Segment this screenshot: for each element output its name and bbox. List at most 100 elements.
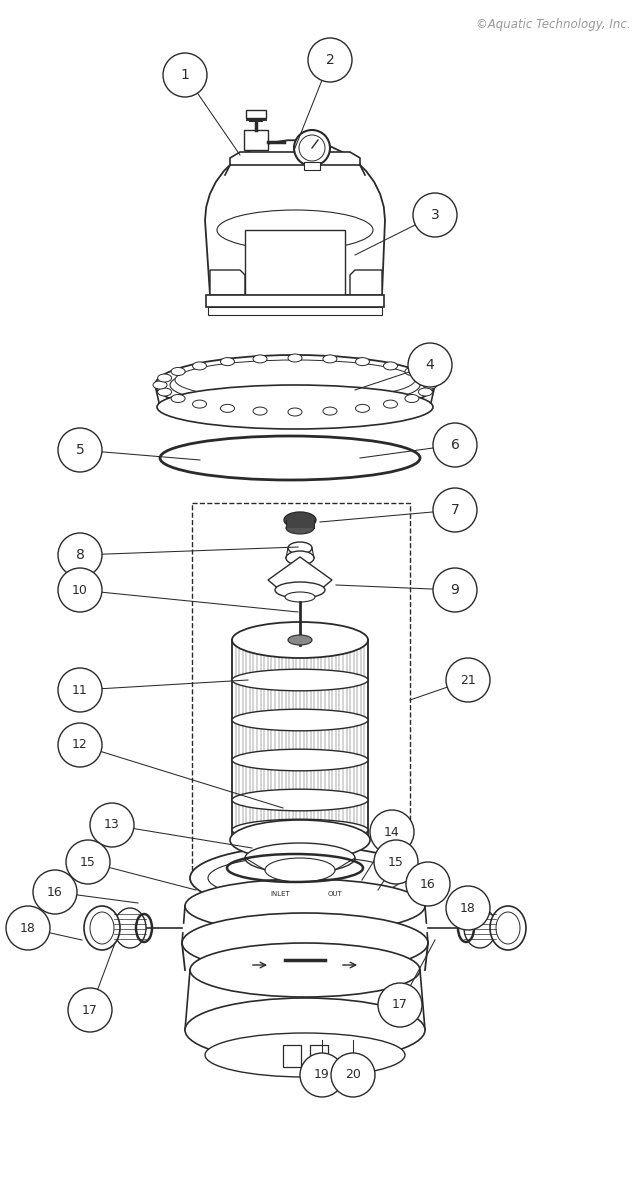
Circle shape — [33, 870, 77, 914]
Bar — [286, 520, 314, 528]
Ellipse shape — [232, 822, 368, 858]
Text: 6: 6 — [451, 438, 460, 452]
Ellipse shape — [221, 404, 235, 413]
Circle shape — [58, 568, 102, 612]
Ellipse shape — [208, 856, 402, 900]
Circle shape — [6, 906, 50, 950]
Text: 4: 4 — [426, 358, 435, 372]
Circle shape — [413, 193, 457, 236]
Ellipse shape — [423, 382, 437, 389]
Text: 14: 14 — [384, 826, 400, 839]
Text: 3: 3 — [431, 208, 439, 222]
Ellipse shape — [157, 385, 433, 428]
Bar — [246, 110, 266, 118]
Circle shape — [58, 533, 102, 577]
Ellipse shape — [232, 749, 368, 770]
Ellipse shape — [383, 400, 397, 408]
Ellipse shape — [288, 408, 302, 416]
Ellipse shape — [383, 362, 397, 370]
Text: 5: 5 — [76, 443, 85, 457]
Ellipse shape — [153, 382, 167, 389]
Circle shape — [294, 130, 330, 166]
Text: 2: 2 — [326, 53, 335, 67]
Ellipse shape — [288, 354, 302, 362]
Ellipse shape — [205, 1033, 405, 1078]
Bar — [245, 230, 345, 295]
Ellipse shape — [230, 820, 370, 860]
Circle shape — [374, 840, 418, 884]
Ellipse shape — [232, 622, 368, 658]
Ellipse shape — [323, 355, 337, 362]
Circle shape — [331, 1054, 375, 1097]
Text: 21: 21 — [460, 673, 476, 686]
Text: 16: 16 — [420, 877, 436, 890]
Ellipse shape — [185, 998, 425, 1062]
Circle shape — [378, 983, 422, 1027]
Circle shape — [406, 862, 450, 906]
Circle shape — [446, 886, 490, 930]
Text: 12: 12 — [72, 738, 88, 751]
Ellipse shape — [286, 522, 314, 534]
Ellipse shape — [171, 395, 185, 402]
Ellipse shape — [158, 388, 172, 396]
Ellipse shape — [245, 842, 355, 874]
Text: 18: 18 — [460, 901, 476, 914]
Ellipse shape — [232, 709, 368, 731]
Ellipse shape — [286, 551, 314, 565]
Polygon shape — [210, 270, 245, 295]
Circle shape — [299, 134, 325, 161]
Bar — [208, 307, 382, 314]
Ellipse shape — [155, 355, 435, 415]
Text: 16: 16 — [47, 886, 63, 899]
Text: 20: 20 — [345, 1068, 361, 1081]
Bar — [283, 1045, 301, 1067]
Ellipse shape — [114, 908, 146, 948]
Circle shape — [68, 988, 112, 1032]
Text: 8: 8 — [76, 548, 85, 562]
Ellipse shape — [284, 512, 316, 528]
Ellipse shape — [232, 820, 368, 841]
Polygon shape — [230, 152, 360, 164]
Ellipse shape — [192, 400, 206, 408]
Ellipse shape — [419, 388, 433, 396]
Text: 11: 11 — [72, 684, 88, 696]
Ellipse shape — [221, 358, 235, 366]
Circle shape — [90, 803, 134, 847]
Ellipse shape — [323, 407, 337, 415]
Bar — [244, 130, 268, 150]
Polygon shape — [268, 557, 332, 590]
Ellipse shape — [84, 906, 120, 950]
Ellipse shape — [405, 395, 419, 402]
Ellipse shape — [90, 912, 114, 944]
Ellipse shape — [158, 374, 172, 382]
Circle shape — [433, 568, 477, 612]
Ellipse shape — [185, 878, 425, 934]
Circle shape — [58, 428, 102, 472]
Text: 1: 1 — [181, 68, 190, 82]
Circle shape — [446, 658, 490, 702]
Text: INLET: INLET — [270, 890, 290, 898]
Ellipse shape — [175, 360, 415, 400]
Ellipse shape — [170, 362, 420, 407]
Ellipse shape — [275, 582, 325, 598]
Ellipse shape — [464, 908, 496, 948]
Ellipse shape — [232, 790, 368, 811]
Circle shape — [308, 38, 352, 82]
Ellipse shape — [490, 906, 526, 950]
Polygon shape — [205, 140, 385, 295]
Ellipse shape — [285, 592, 315, 602]
Text: ©Aquatic Technology, Inc.: ©Aquatic Technology, Inc. — [476, 18, 631, 31]
Ellipse shape — [182, 913, 428, 973]
Ellipse shape — [288, 542, 312, 554]
Circle shape — [300, 1054, 344, 1097]
Circle shape — [408, 343, 452, 386]
Bar — [206, 295, 384, 307]
Ellipse shape — [190, 943, 420, 997]
Bar — [304, 162, 320, 170]
Ellipse shape — [253, 355, 267, 362]
Circle shape — [58, 722, 102, 767]
Bar — [192, 503, 410, 870]
Text: 17: 17 — [82, 1003, 98, 1016]
Ellipse shape — [356, 358, 369, 366]
Text: 19: 19 — [314, 1068, 330, 1081]
